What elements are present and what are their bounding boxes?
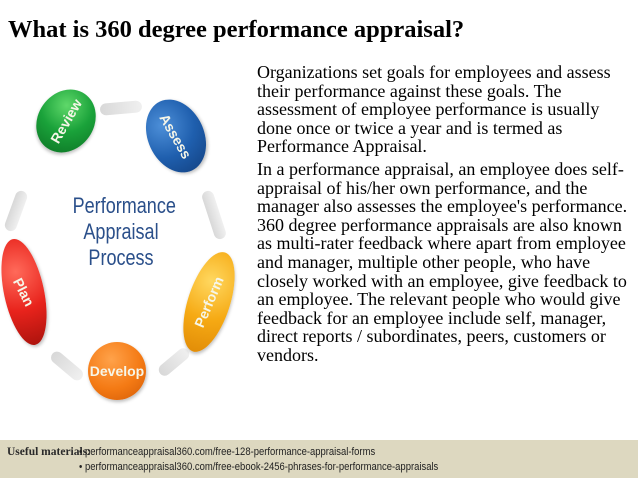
node-perform-label: Perform xyxy=(191,274,227,330)
arrow-review-to-plan xyxy=(3,189,29,233)
center-label-line: Performance xyxy=(72,193,176,218)
node-plan: Plan xyxy=(0,235,55,349)
body-text: Organizations set goals for employees an… xyxy=(257,63,635,369)
page-title: What is 360 degree performance appraisal… xyxy=(8,16,465,43)
node-assess-label: Assess xyxy=(156,110,196,162)
node-develop: Develop xyxy=(88,342,146,400)
center-label-line: Process xyxy=(88,245,154,270)
footer-link-ebook[interactable]: • performanceappraisal360.com/free-ebook… xyxy=(79,461,439,473)
arrow-plan-to-develop xyxy=(48,349,86,383)
node-review-label: Review xyxy=(47,96,85,146)
node-assess: Assess xyxy=(134,89,218,183)
arrow-assess-to-review xyxy=(99,100,143,116)
node-perform: Perform xyxy=(172,246,246,358)
arrow-develop-to-perform xyxy=(156,345,192,379)
node-plan-label: Plan xyxy=(10,275,38,309)
center-label-line: Appraisal xyxy=(83,219,159,244)
footer: Useful materials: • performanceappraisal… xyxy=(0,440,638,478)
diagram-center-label: Performance Appraisal Process xyxy=(72,193,176,271)
node-develop-label: Develop xyxy=(89,363,145,379)
body-paragraph: In a performance appraisal, an employee … xyxy=(257,158,628,365)
footer-link-forms[interactable]: • performanceappraisal360.com/free-128-p… xyxy=(79,446,376,458)
footer-label: Useful materials: xyxy=(7,446,91,458)
node-review: Review xyxy=(24,77,108,165)
performance-appraisal-process-diagram: Review Assess Perform Develop Plan Perfo… xyxy=(0,60,250,430)
body-paragraph: Organizations set goals for employees an… xyxy=(257,62,611,157)
arrow-perform-to-assess xyxy=(200,189,228,241)
